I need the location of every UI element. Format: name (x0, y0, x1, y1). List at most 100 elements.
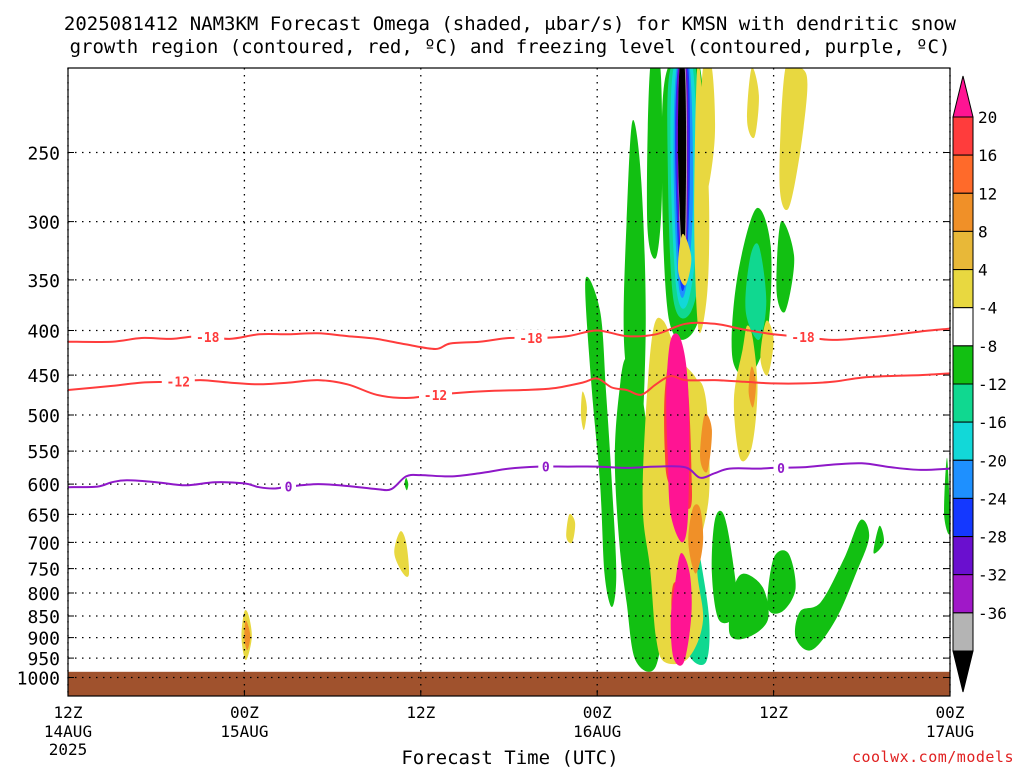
contour-label: -18 (519, 332, 543, 347)
omega-shade-region (404, 477, 409, 491)
contour-label: 0 (777, 462, 785, 477)
colorbar-swatch (952, 536, 974, 576)
colorbar-swatch (952, 612, 974, 652)
colorbar-swatch (952, 574, 974, 614)
x-tick-date: 16AUG (573, 722, 621, 741)
contour-label-bg (191, 328, 225, 345)
omega-shade-region (670, 552, 692, 666)
contour-label-bg (786, 329, 820, 346)
omega-shade-region (566, 513, 576, 544)
colorbar-swatch (952, 345, 974, 385)
omega-shade-region (666, 333, 690, 543)
y-tick-label: 700 (27, 533, 60, 554)
colorbar-label: 4 (978, 261, 988, 280)
y-tick-label: 500 (27, 406, 60, 427)
contour-label-bg (281, 478, 296, 495)
colorbar-swatch (952, 421, 974, 461)
colorbar-label: -16 (978, 413, 1007, 432)
omega-shade-region (711, 510, 738, 624)
colorbar-swatch (952, 383, 974, 423)
colorbar-bottom-arrow (952, 650, 974, 693)
contour-label: 0 (285, 481, 293, 496)
y-tick-label: 900 (27, 629, 60, 650)
colorbar-label: 12 (978, 184, 997, 203)
omega-shade-region (944, 457, 950, 535)
y-tick-label: 800 (27, 584, 60, 605)
omega-shade-region (873, 525, 885, 554)
omega-shade-region (776, 220, 795, 313)
x-tick-label: 12Z (406, 703, 435, 722)
omega-shade-region (614, 357, 664, 672)
colorbar-label: -12 (978, 375, 1007, 394)
y-tick-label: 600 (27, 475, 60, 496)
colorbar-label: -36 (978, 604, 1007, 623)
omega-shade-region (700, 413, 712, 473)
colorbar-label: -4 (978, 299, 997, 318)
colorbar-swatch (952, 230, 974, 270)
contour-label-bg (514, 330, 548, 346)
omega-shading (241, 68, 950, 672)
contour-label: -18 (791, 331, 815, 346)
colorbar-swatch (952, 497, 974, 537)
colorbar-label: -20 (978, 451, 1007, 470)
x-tick-date: 17AUG (926, 722, 974, 741)
colorbar-swatch (952, 116, 974, 156)
colorbar-label: -28 (978, 528, 1007, 547)
contour-label: -12 (167, 375, 190, 390)
colorbar-label: -8 (978, 337, 997, 356)
omega-shade-region (677, 233, 692, 286)
contour-label: -18 (196, 331, 220, 346)
contour-label-bg (419, 386, 452, 403)
colorbar-label: -24 (978, 489, 1007, 508)
y-tick-label: 850 (27, 607, 60, 628)
omega-shade-region (646, 68, 663, 259)
colorbar-label: -32 (978, 566, 1007, 585)
contour-label: -12 (424, 389, 447, 404)
contour-label-bg (773, 459, 789, 476)
colorbar-swatch (952, 269, 974, 309)
credit-text: coolwx.com/models (852, 748, 1014, 766)
omega-shade-region (794, 519, 870, 651)
y-tick-label: 350 (27, 271, 60, 292)
chart-title-line1: 2025081412 NAM3KM Forecast Omega (shaded… (64, 13, 957, 35)
omega-shade-region (688, 504, 704, 574)
colorbar-swatch (952, 307, 974, 347)
colorbar: 20 16 12 8 4 -4 -8 -12 -16 -20 -24 -28 -32 -36 (952, 75, 1007, 693)
y-tick-label: 250 (27, 144, 60, 165)
ground-surface (68, 671, 950, 696)
y-tick-label: 550 (27, 442, 60, 463)
colorbar-swatch (952, 154, 974, 194)
contours: -18 -18 -18 -12 -12 0 0 0 (68, 321, 950, 496)
y-tick-label: 1000 (17, 669, 60, 690)
y-tick-label: 450 (27, 366, 60, 387)
omega-shade-region (585, 276, 617, 607)
contour-label: 0 (542, 461, 550, 476)
omega-shade-region (694, 68, 710, 334)
omega-shade-region (748, 366, 757, 408)
x-tick-label: 00Z (583, 703, 612, 722)
contour-label-bg (161, 373, 195, 390)
y-tick-label: 750 (27, 560, 60, 581)
colorbar-label: 16 (978, 146, 997, 165)
y-tick-label: 400 (27, 322, 60, 343)
colorbar-swatch (952, 459, 974, 499)
omega-shade-region (767, 550, 796, 614)
y-tick-label: 300 (27, 213, 60, 234)
contour-line (68, 372, 950, 400)
x-tick-label: 00Z (230, 703, 259, 722)
omega-shade-region (677, 68, 687, 265)
x-tick-label: 12Z (759, 703, 788, 722)
colorbar-top-arrow (952, 75, 974, 118)
omega-shade-region (745, 243, 767, 341)
x-tick-date: 14AUG (44, 722, 92, 741)
y-tick-label: 950 (27, 649, 60, 670)
contour-label-bg (538, 458, 554, 475)
x-tick-date: 15AUG (220, 722, 268, 741)
plot-frame (67, 67, 951, 697)
chart-title-line2: growth region (contoured, red, ºC) and f… (70, 36, 951, 58)
grid-lines (67, 68, 951, 696)
omega-shade-region (580, 391, 587, 431)
colorbar-swatch (952, 192, 974, 232)
